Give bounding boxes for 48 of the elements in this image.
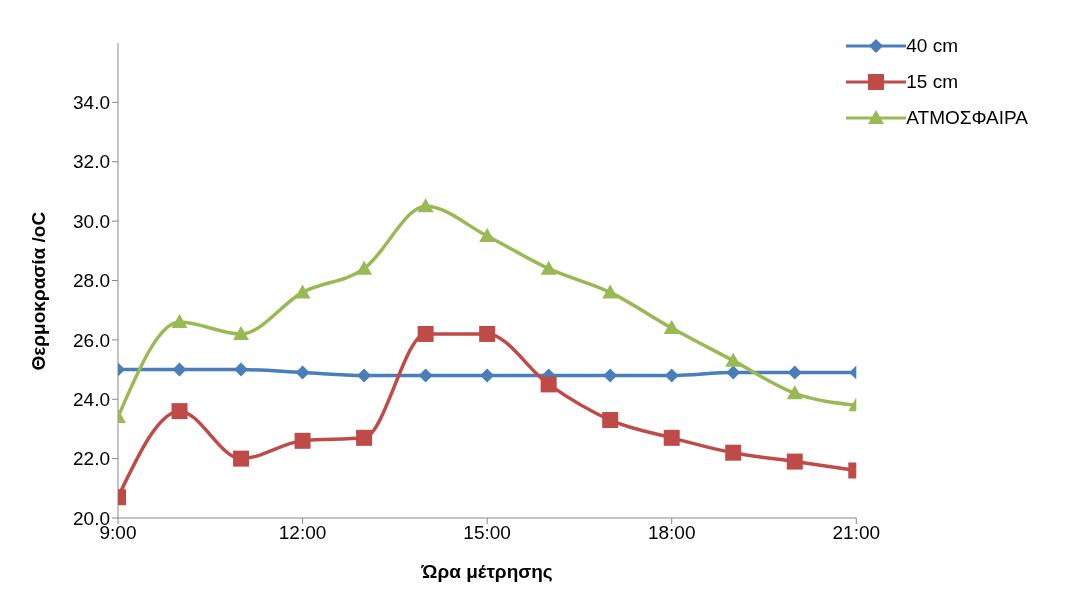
legend-label: 15 cm xyxy=(906,71,959,93)
y-tick-label: 34.0 xyxy=(73,92,110,114)
y-tick-label: 32.0 xyxy=(73,151,110,173)
x-tick-label: 21:00 xyxy=(832,522,881,544)
point xyxy=(664,368,679,383)
y-tick-label: 30.0 xyxy=(73,210,110,232)
x-tick-label: 12:00 xyxy=(278,522,327,544)
point xyxy=(479,227,496,242)
x-tick-label: 18:00 xyxy=(647,522,696,544)
point xyxy=(356,260,373,275)
point xyxy=(418,368,433,383)
point xyxy=(540,376,557,393)
point xyxy=(479,325,496,342)
point xyxy=(233,325,250,340)
point xyxy=(172,362,187,377)
point xyxy=(295,365,310,380)
point xyxy=(540,260,557,275)
point xyxy=(356,429,373,446)
x-tick-label: 15:00 xyxy=(463,522,511,544)
point xyxy=(663,429,680,446)
point xyxy=(480,368,495,383)
point xyxy=(603,368,618,383)
point xyxy=(171,314,188,329)
point xyxy=(357,368,372,383)
legend-label: ΑΤΜΟΣΦΑΙΡΑ xyxy=(906,107,1028,129)
point xyxy=(786,385,803,400)
y-tick-label: 26.0 xyxy=(73,329,110,351)
point xyxy=(663,320,680,334)
point xyxy=(602,284,619,299)
legend-label: 40 cm xyxy=(906,35,959,57)
point xyxy=(233,450,250,467)
point xyxy=(726,365,741,380)
y-axis-title: Θερμοκρασία /oC xyxy=(27,211,49,371)
point xyxy=(294,432,311,449)
y-tick-label: 28.0 xyxy=(73,270,110,292)
x-axis-title: Ώρα μέτρησης xyxy=(420,561,553,582)
point xyxy=(602,412,619,429)
point xyxy=(725,444,742,461)
point xyxy=(787,365,802,380)
point xyxy=(417,325,434,342)
point xyxy=(786,453,803,470)
point xyxy=(171,403,188,420)
point xyxy=(294,284,311,299)
point xyxy=(417,198,434,213)
point xyxy=(234,362,249,377)
y-tick-label: 24.0 xyxy=(73,388,110,410)
y-tick-label: 22.0 xyxy=(73,448,110,470)
point xyxy=(725,352,742,367)
